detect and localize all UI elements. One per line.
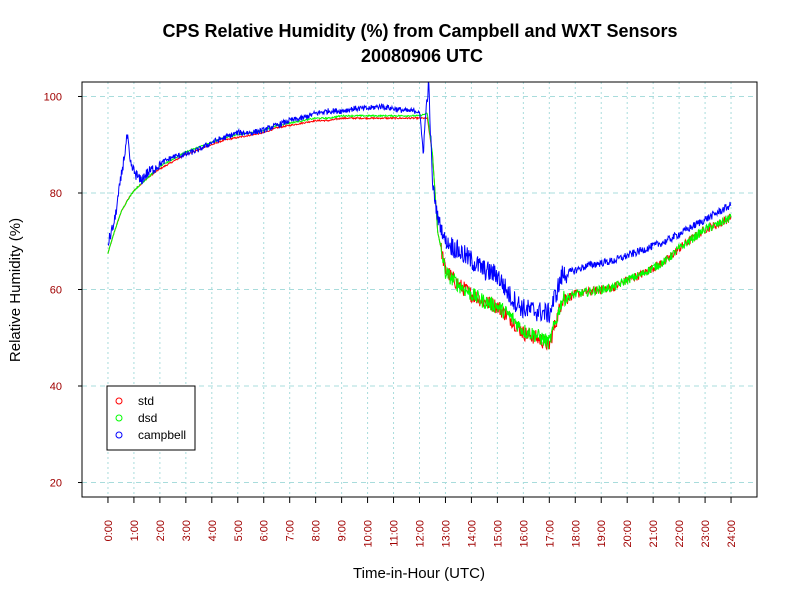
x-tick-label: 10:00 [363, 520, 375, 548]
x-tick-label: 12:00 [415, 520, 427, 548]
x-tick-label: 24:00 [726, 520, 738, 548]
x-tick-label: 11:00 [389, 520, 401, 547]
legend-label-campbell: campbell [138, 428, 186, 442]
x-tick-label: 22:00 [674, 520, 686, 548]
x-tick-label: 1:00 [129, 520, 141, 541]
x-tick-label: 5:00 [233, 520, 245, 541]
x-tick-label: 16:00 [518, 520, 530, 548]
x-tick-label: 18:00 [570, 520, 582, 548]
x-tick-label: 6:00 [259, 520, 271, 541]
x-axis: 0:00 1:00 2:00 3:00 4:00 5:00 6:00 7:00 8:00 9:00… [103, 497, 738, 548]
y-axis: 20 40 60 80 100 [44, 91, 82, 490]
series-line-campbell [107, 81, 732, 323]
y-tick-label: 40 [50, 381, 62, 393]
x-tick-label: 4:00 [207, 520, 219, 541]
chart-subtitle: 20080906 UTC [361, 46, 483, 66]
x-tick-label: 23:00 [700, 520, 712, 548]
x-tick-label: 3:00 [181, 520, 193, 541]
x-tick-label: 13:00 [440, 520, 452, 548]
x-tick-label: 8:00 [311, 520, 323, 541]
legend-marker-std [115, 397, 123, 405]
x-tick-label: 17:00 [544, 520, 556, 548]
x-tick-label: 9:00 [337, 520, 349, 541]
legend-marker-campbell [115, 431, 123, 439]
legend-marker-dsd [115, 414, 123, 422]
legend-label-std: std [138, 394, 154, 408]
y-axis-label: Relative Humidity (%) [7, 218, 24, 362]
x-tick-label: 20:00 [622, 520, 634, 548]
y-tick-label: 80 [50, 188, 62, 200]
x-axis-label: Time-in-Hour (UTC) [353, 565, 485, 582]
x-tick-label: 15:00 [492, 520, 504, 548]
y-tick-label: 100 [44, 91, 62, 103]
x-tick-label: 0:00 [103, 520, 115, 541]
legend-label-dsd: dsd [138, 411, 157, 425]
y-tick-label: 20 [50, 478, 62, 490]
x-tick-label: 21:00 [648, 520, 660, 548]
series-lines [107, 81, 732, 351]
x-tick-label: 19:00 [596, 520, 608, 548]
chart-title: CPS Relative Humidity (%) from Campbell … [162, 21, 677, 41]
x-tick-label: 14:00 [466, 520, 478, 548]
x-tick-label: 2:00 [155, 520, 167, 541]
legend: std dsd campbell [106, 385, 196, 451]
x-tick-label: 7:00 [285, 520, 297, 541]
y-tick-label: 60 [50, 285, 62, 297]
